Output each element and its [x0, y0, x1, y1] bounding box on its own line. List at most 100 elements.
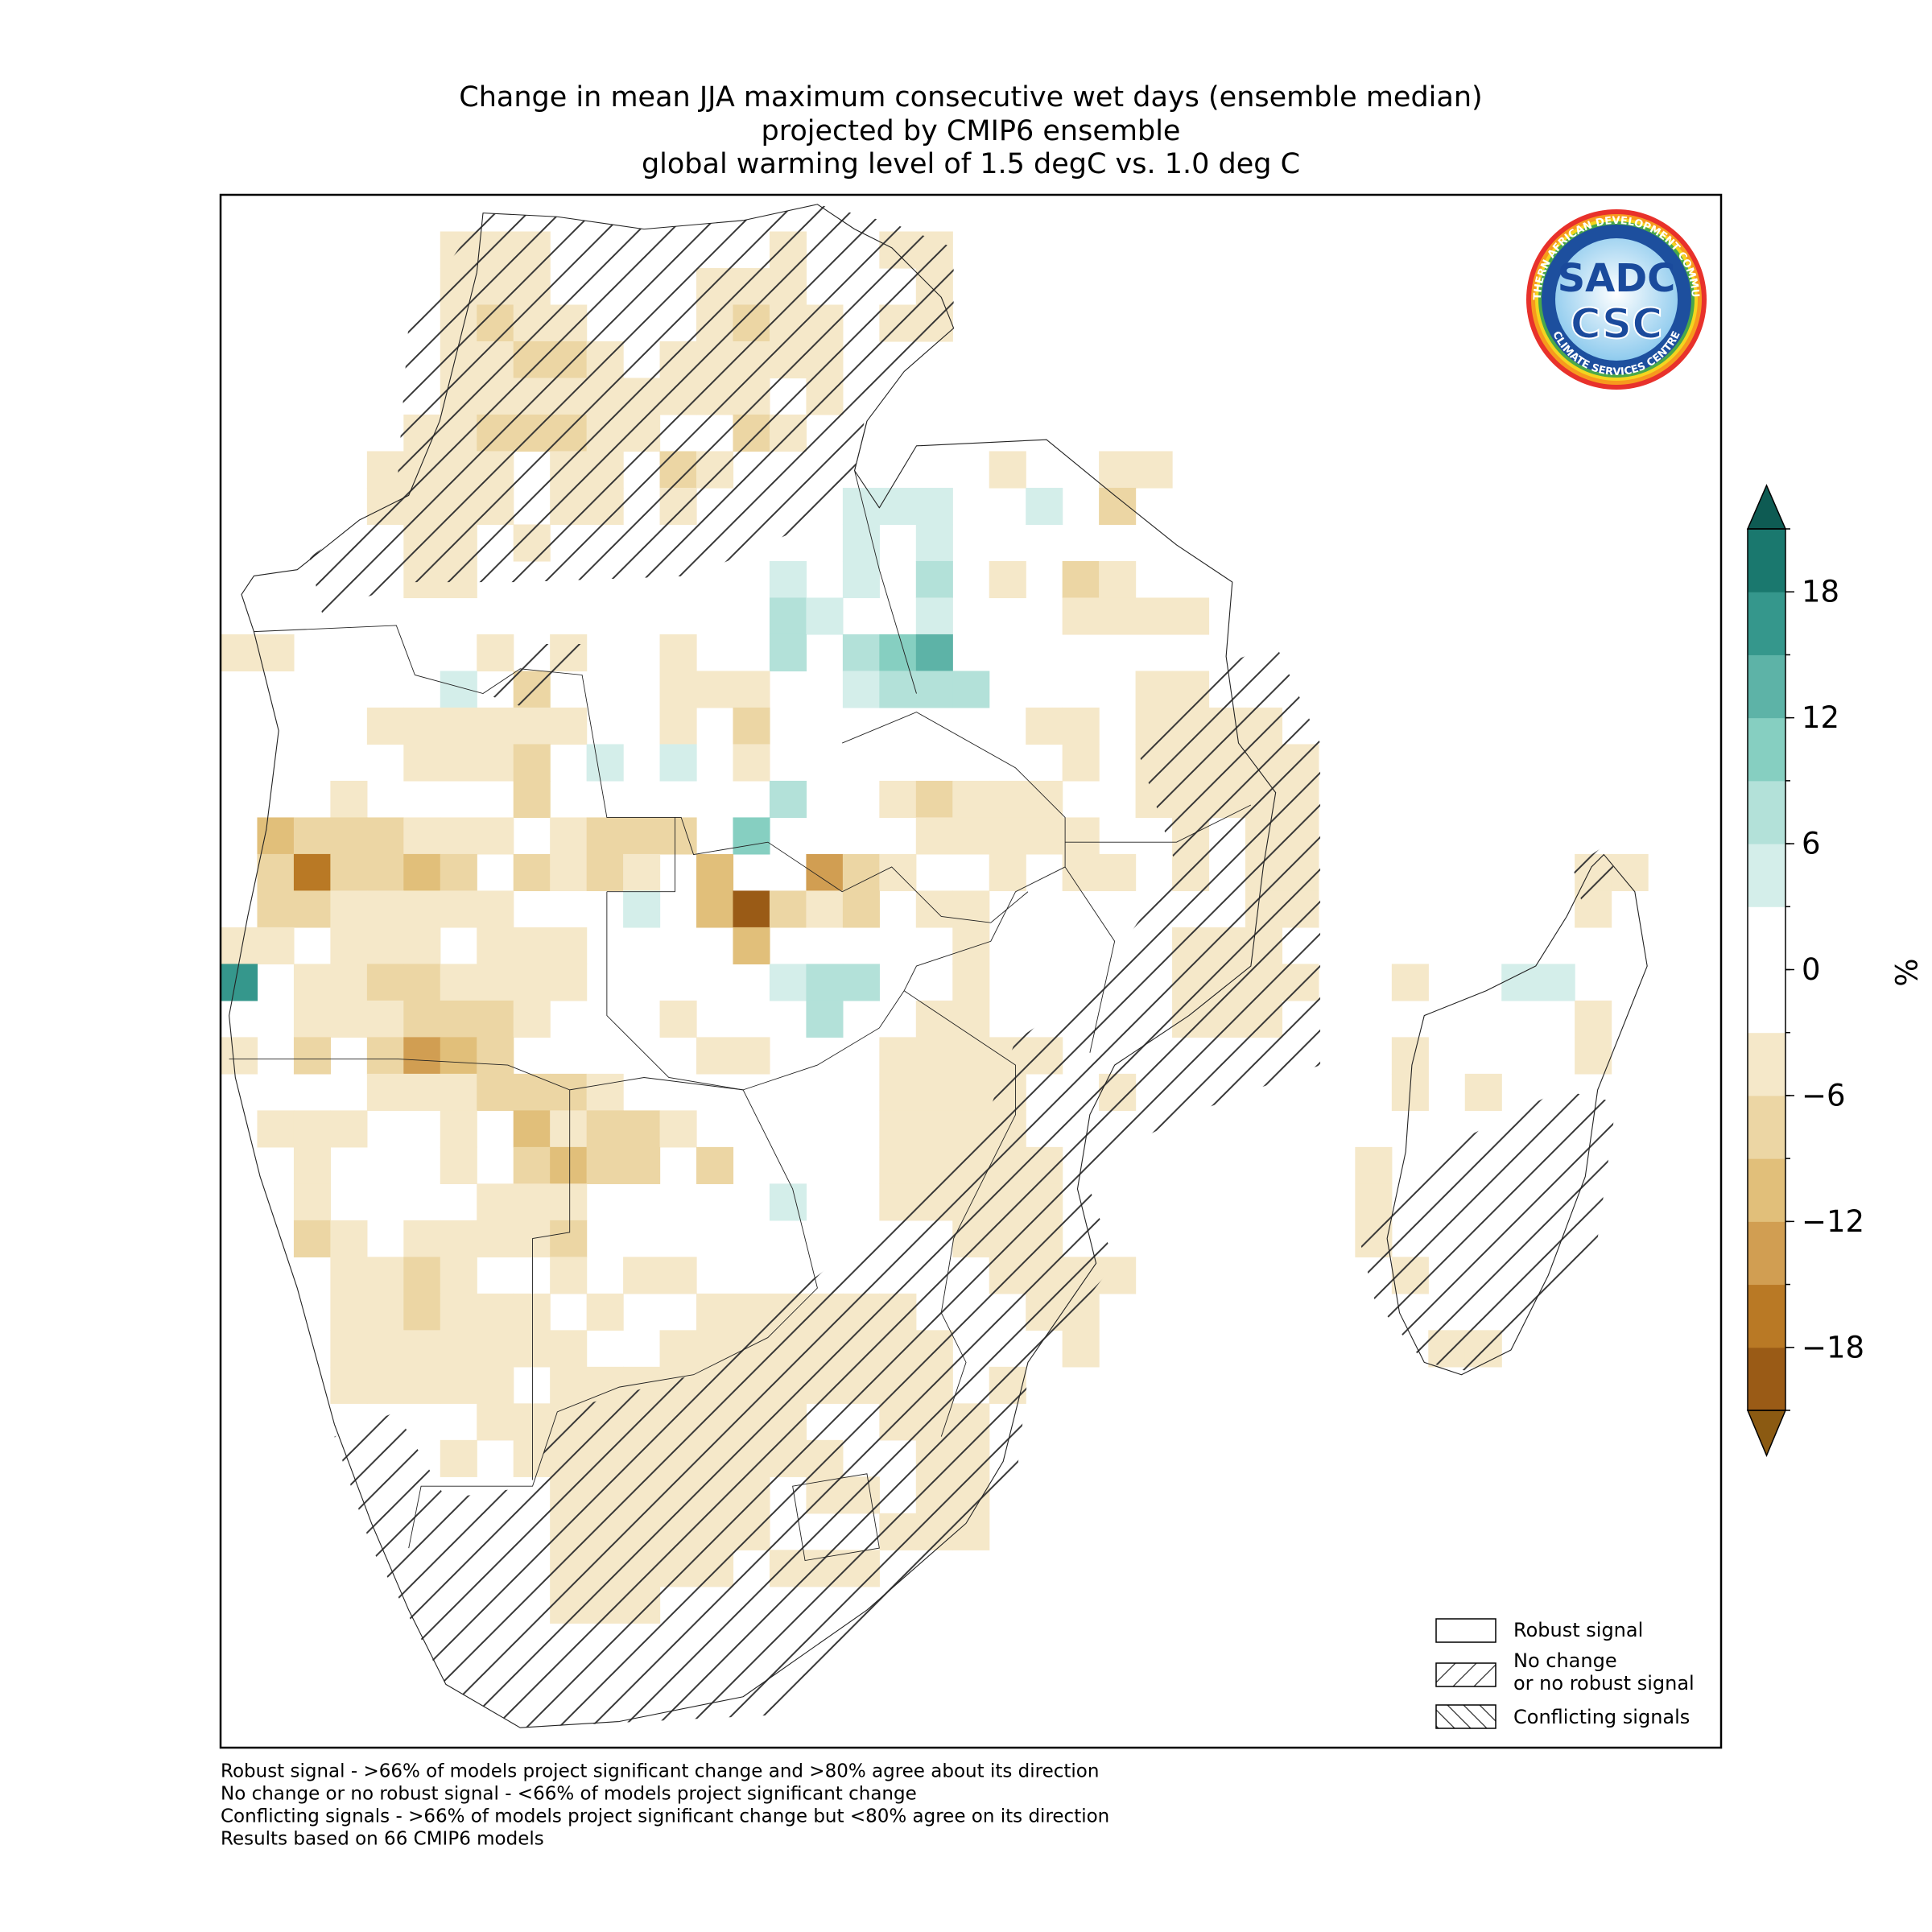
map-cell	[513, 1110, 551, 1148]
colorbar-bin	[1748, 1032, 1785, 1096]
map-cell	[330, 1366, 368, 1404]
map-cell	[366, 1366, 404, 1404]
map-cell	[477, 1403, 514, 1441]
map-cell	[477, 964, 514, 1001]
map-cell	[330, 1257, 368, 1294]
legend-swatch	[1435, 1618, 1496, 1643]
map-cell	[513, 927, 551, 965]
map-cell	[915, 634, 953, 672]
map-cell	[952, 927, 990, 965]
map-cell	[513, 1183, 551, 1221]
map-cell	[989, 853, 1026, 892]
map-cell	[696, 1037, 734, 1075]
footnote: Robust signal - >66% of models project s…	[221, 1761, 1099, 1782]
map-cell	[1575, 1037, 1612, 1075]
colorbar-tick-label: 0	[1802, 952, 1821, 987]
map-cell	[842, 634, 880, 672]
map-cell	[915, 1073, 953, 1111]
map-cell	[403, 744, 441, 782]
map-cell	[842, 524, 880, 562]
map-cell	[1391, 1037, 1429, 1075]
border	[793, 421, 1251, 1560]
map-cell	[293, 890, 331, 928]
map-cell	[1062, 817, 1100, 855]
map-cell	[1135, 671, 1173, 708]
map-cell	[330, 853, 368, 892]
map-cell	[440, 890, 477, 928]
map-cell	[733, 890, 770, 928]
map-cell	[366, 853, 404, 892]
legend-label: Robust signal	[1513, 1619, 1643, 1641]
map-cell	[769, 780, 807, 819]
colorbar-extend	[1746, 484, 1787, 530]
map-cell	[1391, 964, 1429, 1001]
map-cell	[221, 927, 258, 965]
map-cell	[915, 1000, 953, 1038]
map-cell	[440, 1073, 477, 1111]
map-cell	[440, 1257, 477, 1294]
colorbar-tick-label: 12	[1802, 700, 1839, 735]
map-cell	[477, 707, 514, 745]
map-cell	[915, 597, 953, 635]
map-cell	[952, 1073, 990, 1111]
map-cell	[513, 707, 551, 745]
map-cell	[330, 1330, 368, 1368]
coastline	[1387, 855, 1647, 1375]
map-cell	[330, 890, 368, 928]
map-cell	[366, 890, 404, 928]
map-cell	[550, 1183, 588, 1221]
map-cell	[550, 964, 588, 1001]
map-cell	[879, 1110, 917, 1148]
map-cell	[879, 487, 917, 526]
map-cell	[550, 1146, 588, 1184]
map-cell	[586, 1073, 624, 1111]
map-cell	[989, 560, 1026, 599]
map-cell	[293, 1183, 331, 1221]
hatch-area	[483, 644, 583, 706]
map-cell	[733, 707, 770, 745]
map-cell	[842, 487, 880, 526]
map-cell	[477, 890, 514, 928]
map-cell	[513, 1330, 551, 1368]
footnote: Conflicting signals - >66% of models pro…	[221, 1806, 1109, 1827]
map-cell	[1172, 597, 1210, 635]
map-cell	[440, 853, 477, 892]
map-cell	[440, 1330, 477, 1368]
map-cell	[366, 817, 404, 855]
map-cell	[366, 1293, 404, 1331]
map-cell	[403, 1037, 441, 1075]
map-cell	[952, 1000, 990, 1038]
hatch-area	[309, 204, 954, 613]
map-cell	[879, 780, 917, 819]
map-cell	[440, 1220, 477, 1257]
map-cell	[403, 927, 441, 965]
map-cell	[989, 817, 1026, 855]
colorbar-tick-label: 6	[1802, 827, 1821, 861]
map-cell	[696, 671, 734, 708]
map-cell	[842, 560, 880, 599]
map-cell	[1062, 597, 1100, 635]
map-cell	[806, 597, 844, 635]
map-cell	[403, 817, 441, 855]
map-cell	[366, 964, 404, 1001]
map-cell	[879, 1073, 917, 1111]
map-cell	[440, 707, 477, 745]
map-cell	[733, 817, 770, 855]
map-cell	[1135, 451, 1173, 489]
map-cell	[915, 1110, 953, 1148]
map-cell	[696, 1293, 734, 1331]
colorbar-bin	[1748, 969, 1785, 1034]
map-cell	[550, 1073, 588, 1111]
map-cell	[440, 817, 477, 855]
map-cell	[440, 744, 477, 782]
map-cell	[806, 853, 844, 892]
map-cell	[550, 1330, 588, 1368]
map-cell	[440, 964, 477, 1001]
logo-text: CSC	[1571, 300, 1663, 349]
legend-label: or no robust signal	[1513, 1672, 1695, 1695]
map-cell	[769, 597, 807, 635]
map-cell	[366, 927, 404, 965]
map-cell	[915, 817, 953, 855]
map-cell	[293, 964, 331, 1001]
